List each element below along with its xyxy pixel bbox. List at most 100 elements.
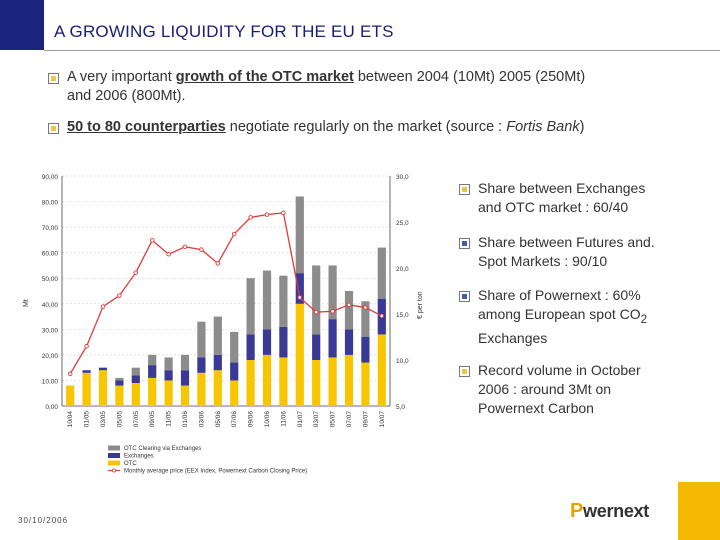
page-title: A GROWING LIQUIDITY FOR THE EU ETS xyxy=(54,22,394,41)
bar-otc-clearing xyxy=(279,275,288,327)
x-tick-label: 05/07 xyxy=(330,411,337,428)
x-tick-label: 11/06 xyxy=(280,411,287,427)
right-bullet-marker-4 xyxy=(459,366,470,377)
price-point xyxy=(330,308,335,314)
bar-otc xyxy=(197,372,206,406)
price-point xyxy=(199,247,204,252)
y-tick-label: 70,00 xyxy=(42,225,59,232)
legend-swatch xyxy=(108,445,120,451)
bar-exchanges xyxy=(148,365,157,378)
x-tick-label: 07/05 xyxy=(133,411,140,428)
price-point xyxy=(281,210,286,216)
price-point xyxy=(84,343,89,349)
logo-text: wernext xyxy=(583,501,649,521)
x-tick-label: 09/06 xyxy=(248,411,255,428)
bar-exchanges xyxy=(262,329,272,355)
bar-otc xyxy=(66,385,75,406)
bar-otc-clearing xyxy=(377,247,386,299)
y2-tick-label: 5,0 xyxy=(396,404,405,411)
bar-exchanges xyxy=(82,370,91,373)
right-bullet-3-line-1: Share of Powernext : 60% xyxy=(478,287,641,303)
bar-exchanges xyxy=(131,375,140,383)
bar-exchanges xyxy=(98,367,108,371)
x-tick-label: 03/06 xyxy=(198,411,205,428)
price-point xyxy=(248,215,253,220)
right-bullet-1-line-2: and OTC market : 60/40 xyxy=(478,199,629,215)
bar-otc xyxy=(148,377,157,406)
bar-otc xyxy=(213,370,222,406)
bullet-2-source: Fortis Bank xyxy=(506,119,580,135)
x-tick-label: 07/07 xyxy=(346,411,353,428)
y2-axis-label: € per ton xyxy=(417,291,424,319)
legend-label: OTC Clearing via Exchanges xyxy=(124,446,201,452)
price-point xyxy=(363,305,368,310)
legend-swatch-marker xyxy=(112,468,117,473)
bar-otc xyxy=(377,334,386,406)
bar-otc-clearing xyxy=(328,265,337,320)
bar-otc xyxy=(230,380,239,406)
bar-otc-clearing xyxy=(213,316,222,355)
price-point xyxy=(117,293,122,298)
legend-swatch xyxy=(108,453,120,458)
bar-otc-clearing xyxy=(197,321,206,358)
bar-otc xyxy=(164,380,173,406)
footer-date: 30/10/2006 xyxy=(18,516,69,525)
x-tick-label: 09/05 xyxy=(149,411,156,428)
y2-tick-label: 20,0 xyxy=(396,266,409,273)
title-corner-block xyxy=(0,0,44,50)
bar-otc xyxy=(82,372,91,406)
x-tick-label: 10/04 xyxy=(67,411,74,428)
price-point xyxy=(182,244,188,250)
price-point xyxy=(67,371,73,377)
x-tick-label: 01/07 xyxy=(297,411,304,428)
right-bullet-3-line-3: Exchanges xyxy=(478,329,548,346)
bar-exchanges xyxy=(312,334,321,360)
y2-tick-label: 15,0 xyxy=(396,312,409,319)
bullet-2-end: ) xyxy=(579,119,585,135)
bullet-marker-1 xyxy=(48,73,59,84)
powernext-logo: Pwernext xyxy=(570,500,649,523)
x-tick-label: 07/06 xyxy=(231,411,238,428)
x-tick-label: 10/07 xyxy=(379,411,386,428)
bullet-1-text-b: between 2004 (10Mt) 2005 (250Mt) xyxy=(353,69,586,85)
bar-exchanges xyxy=(246,334,255,360)
bar-otc-clearing xyxy=(230,331,239,363)
price-point xyxy=(264,212,270,217)
y-tick-label: 0,00 xyxy=(45,404,58,411)
legend-swatch xyxy=(108,460,120,466)
y-tick-label: 10,00 xyxy=(42,378,59,385)
x-tick-label: 01/06 xyxy=(182,411,189,428)
bar-otc xyxy=(262,354,272,406)
y2-tick-label: 30,0 xyxy=(396,174,409,181)
y2-tick-label: 10,0 xyxy=(396,358,409,365)
right-bullet-3-line-2: among European spot CO xyxy=(478,306,641,322)
bullet-otc-growth: A very important growth of the OTC marke… xyxy=(67,68,707,106)
bullet-1-line-2: and 2006 (800Mt). xyxy=(67,88,186,104)
price-point xyxy=(346,302,352,308)
price-point xyxy=(297,295,303,300)
bullet-marker-2 xyxy=(48,123,59,134)
right-bullet-exchanges-otc: Share between Exchanges and OTC market :… xyxy=(478,179,708,217)
bar-otc-clearing xyxy=(312,265,321,335)
x-tick-label: 05/06 xyxy=(215,411,222,428)
bar-otc-clearing xyxy=(148,354,157,366)
bar-otc xyxy=(115,385,124,406)
bullet-2-highlight: 50 to 80 counterparties xyxy=(67,119,226,135)
bar-otc-clearing xyxy=(361,301,370,337)
x-tick-label: 11/05 xyxy=(166,411,173,427)
price-point xyxy=(166,251,171,257)
right-bullet-2-line-2: Spot Markets : 90/10 xyxy=(478,253,608,269)
bar-exchanges xyxy=(230,362,239,381)
y-tick-label: 40,00 xyxy=(42,302,59,309)
price-point xyxy=(100,304,106,309)
bar-otc-clearing xyxy=(246,278,255,335)
y-tick-label: 60,00 xyxy=(42,251,59,258)
bar-exchanges xyxy=(180,370,190,386)
bar-otc xyxy=(279,357,288,406)
bar-exchanges xyxy=(295,273,304,304)
right-bullet-3-subscript: 2 xyxy=(640,312,648,326)
price-line xyxy=(69,212,383,375)
title-bar: A GROWING LIQUIDITY FOR THE EU ETS xyxy=(44,8,720,51)
legend-label: Monthly average price (EEX Index, Powern… xyxy=(124,469,307,475)
bar-exchanges xyxy=(344,329,354,355)
